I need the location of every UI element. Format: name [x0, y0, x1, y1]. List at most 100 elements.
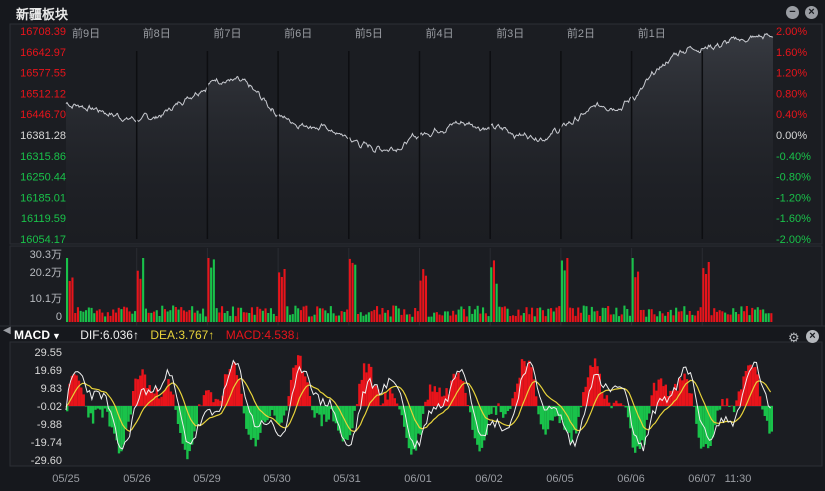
macd-bar [445, 388, 448, 406]
macd-bar [393, 398, 396, 406]
macd-bar [447, 394, 451, 406]
percent-right-ticks: 2.00% 1.60% 1.20% 0.80% 0.40% 0.00% -0.40% -0.8… [776, 26, 811, 246]
macd-bar [471, 406, 474, 430]
macd-bar [426, 399, 429, 406]
volume-bar [305, 305, 308, 322]
volume-bar [337, 315, 340, 322]
volume-bar [531, 307, 534, 322]
volume-bar [340, 311, 343, 322]
macd-bar [337, 406, 340, 431]
volume-bar [351, 262, 354, 322]
volume-bar [672, 315, 675, 322]
volume-bar [713, 308, 716, 322]
volume-bar [740, 306, 743, 322]
macd-tick: 9.83 [41, 383, 62, 395]
volume-bar [76, 307, 79, 322]
macd-bar [339, 406, 342, 434]
macd-bar [492, 406, 495, 408]
volume-bar [517, 309, 520, 322]
volume-bar [392, 305, 395, 322]
volume-bar [729, 314, 732, 322]
macd-bar [106, 406, 109, 412]
volume-bar [435, 312, 438, 322]
macd-bar [699, 406, 703, 449]
volume-bar [767, 313, 770, 322]
macd-bar [461, 381, 465, 406]
day-label: 前7日 [213, 26, 241, 40]
macd-bar [395, 403, 399, 406]
macd-bar [546, 406, 550, 430]
volume-bar [585, 306, 588, 322]
macd-bar [134, 378, 137, 406]
day-label: 前1日 [638, 26, 666, 40]
macd-indicator-select[interactable]: MACD ▼ [14, 328, 69, 342]
macd-bar [732, 406, 736, 413]
volume-bar [82, 311, 85, 322]
macd-bar [603, 398, 606, 406]
volume-bar [449, 315, 452, 322]
macd-bar [598, 373, 601, 406]
volume-bar [185, 311, 188, 322]
macd-bar [410, 406, 413, 455]
volume-bar [558, 306, 561, 322]
volume-bar [283, 269, 286, 322]
day-label: 前4日 [426, 26, 454, 40]
volume-tick: 30.3万 [30, 249, 62, 261]
macd-bar [537, 406, 540, 415]
macd-bar [103, 406, 107, 409]
volume-bar [430, 316, 433, 322]
volume-bar [147, 312, 150, 322]
gear-icon[interactable]: ⚙ [788, 330, 800, 345]
volume-bar [210, 267, 213, 322]
percent-tick: 0.80% [776, 88, 807, 100]
date-label: 11:30 [725, 473, 752, 485]
close-icon[interactable]: × [805, 6, 818, 19]
macd-bar [737, 391, 740, 406]
volume-bar [199, 313, 202, 322]
volume-bar [134, 311, 137, 322]
volume-bar [642, 309, 645, 322]
macd-bar [490, 406, 493, 414]
macd-bar [216, 399, 220, 406]
volume-bar [762, 309, 765, 322]
volume-bar [503, 306, 506, 322]
macd-bar [483, 406, 486, 441]
macd-bar [622, 405, 625, 406]
macd-close-icon[interactable]: × [806, 330, 819, 343]
macd-bar [721, 399, 724, 406]
macd-bar [101, 406, 104, 418]
collapse-left-icon[interactable]: ◀ [3, 325, 11, 336]
macd-bar [565, 406, 568, 432]
volume-bar [278, 272, 281, 322]
volume-bar [161, 305, 164, 322]
macd-bar [379, 405, 382, 406]
macd-bar [193, 406, 196, 432]
macd-bar [666, 396, 670, 406]
volume-bar [536, 308, 539, 322]
macd-bar [329, 406, 333, 409]
macd-bar [516, 383, 519, 406]
macd-bar [198, 404, 201, 406]
volume-bar [66, 258, 69, 322]
volume-bar [609, 314, 612, 322]
volume-bar [528, 314, 531, 322]
volume-bar [743, 311, 746, 322]
macd-bar [761, 406, 764, 410]
volume-bar [647, 309, 650, 322]
macd-bar [318, 406, 321, 415]
macd-bar [697, 406, 700, 438]
macd-bar [577, 406, 580, 417]
volume-bar [104, 316, 107, 322]
macd-bar [132, 391, 135, 406]
macd-bar [403, 406, 406, 427]
price-tick: 16577.55 [20, 68, 66, 80]
day-label: 前2日 [567, 26, 595, 40]
macd-bar [591, 367, 594, 406]
macd-bar [219, 400, 222, 406]
volume-bar [207, 258, 210, 322]
percent-tick: -0.40% [776, 151, 811, 163]
macd-bar [450, 380, 453, 406]
minimize-icon[interactable]: − [786, 6, 799, 19]
macd-bar [527, 360, 531, 406]
volume-bar [71, 277, 74, 322]
